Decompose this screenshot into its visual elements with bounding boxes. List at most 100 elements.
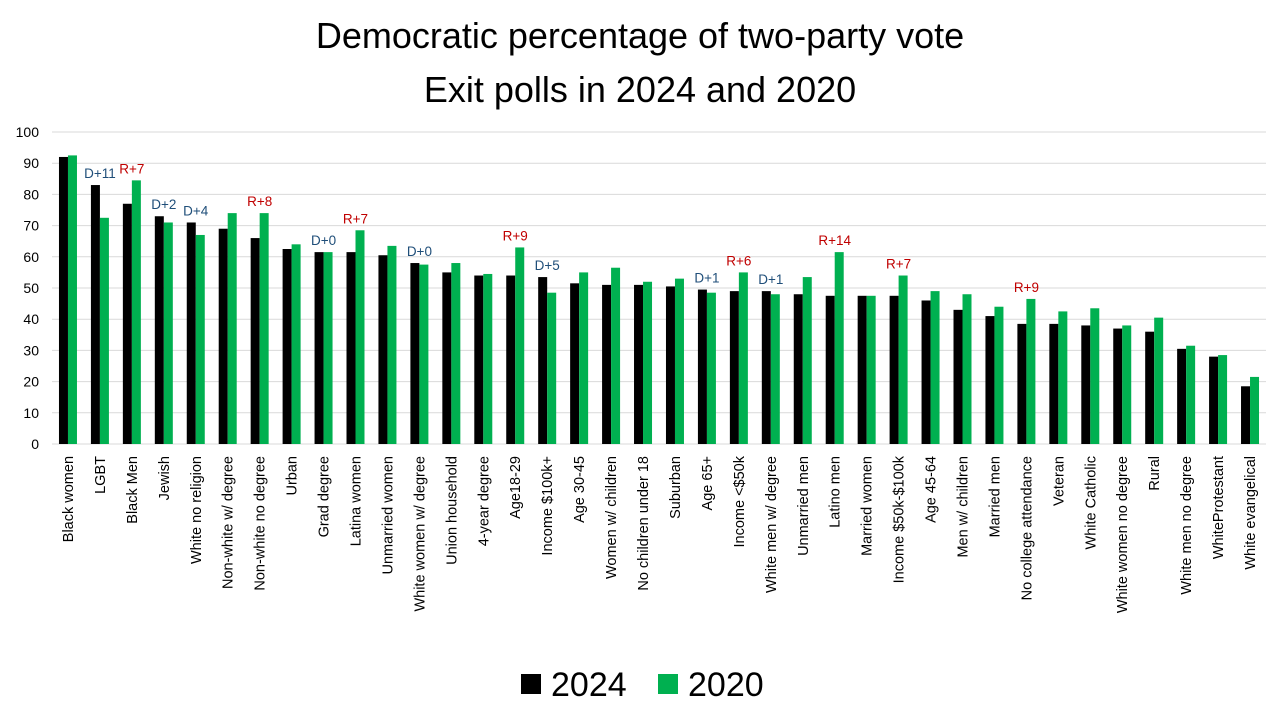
annotation-label: D+11 xyxy=(84,166,116,181)
bar-2024 xyxy=(154,216,164,444)
y-tick-label: 50 xyxy=(23,280,39,296)
bar-2020 xyxy=(579,272,589,444)
annotation-label: D+1 xyxy=(758,272,783,287)
bar-2020 xyxy=(962,294,972,444)
bar-2024 xyxy=(314,252,324,444)
bar-2020 xyxy=(195,234,205,444)
bar-2024 xyxy=(825,295,835,444)
bar-2020 xyxy=(930,291,940,444)
bar-2020 xyxy=(611,267,621,444)
bar-2024 xyxy=(697,289,707,444)
x-tick-label: Income $100k+ xyxy=(540,456,556,556)
annotation-label: R+7 xyxy=(343,211,368,226)
bar-2020 xyxy=(738,272,748,444)
x-tick-label: Unmarried women xyxy=(380,456,396,574)
bar-2020 xyxy=(515,247,525,444)
annotation-label: R+8 xyxy=(247,194,272,209)
x-tick-label: No college attendance xyxy=(1019,456,1035,600)
x-tick-label: Urban xyxy=(285,456,301,496)
x-tick-label: Rural xyxy=(1147,456,1163,491)
y-tick-label: 80 xyxy=(23,186,39,202)
bar-2024 xyxy=(122,203,132,444)
y-tick-label: 30 xyxy=(23,342,39,358)
bar-2020 xyxy=(547,292,557,444)
bar-2020 xyxy=(674,278,684,444)
bar-2020 xyxy=(1250,376,1260,444)
annotation-label: R+7 xyxy=(886,257,911,272)
bar-2020 xyxy=(898,275,908,444)
x-tick-label: Non-white w/ degree xyxy=(221,456,237,589)
y-tick-label: 90 xyxy=(23,155,39,171)
bar-2020 xyxy=(483,273,493,444)
bar-2024 xyxy=(58,156,68,444)
chart-title: Democratic percentage of two-party vote … xyxy=(316,15,964,110)
annotation-label: R+9 xyxy=(1014,280,1039,295)
bar-2024 xyxy=(218,228,228,444)
bar-2024 xyxy=(793,294,803,444)
bar-2020 xyxy=(163,222,173,444)
bar-2024 xyxy=(442,272,452,444)
x-tick-label: White evangelical xyxy=(1243,456,1259,570)
x-tick-label: White no religion xyxy=(189,456,205,564)
annotations: D+11 R+7D+2 D+4R+8D+0R+7D+0R+9D+5D+1R+6D+1… xyxy=(84,161,1039,295)
annotation-label: D+0 xyxy=(311,233,336,248)
legend-label-2020: 2020 xyxy=(688,666,764,704)
annotation-label: R+6 xyxy=(726,253,751,268)
x-tick-label: Union household xyxy=(444,456,460,565)
bar-2024 xyxy=(1241,386,1251,444)
bar-2024 xyxy=(761,291,771,444)
bar-2024 xyxy=(1081,325,1091,444)
legend-swatch-2020 xyxy=(658,674,678,694)
bar-2024 xyxy=(346,252,356,444)
x-tick-label: Age 65+ xyxy=(700,456,716,510)
bar-2024 xyxy=(1209,356,1219,444)
x-tick-label: White men no degree xyxy=(1179,456,1195,595)
x-axis-ticks: Black women LGBT Black Men Jewish White no r… xyxy=(61,455,1259,613)
y-tick-label: 70 xyxy=(23,218,39,234)
bar-2020 xyxy=(994,306,1004,444)
x-tick-label: Latino men xyxy=(828,456,844,528)
x-tick-label: 4-year degree xyxy=(476,456,492,546)
bar-2020 xyxy=(706,292,716,444)
x-tick-label: White women w/ degree xyxy=(412,456,428,612)
bar-2020 xyxy=(802,277,812,444)
y-axis-ticks: 0 10 20 30 40 50 60 70 80 90 100 xyxy=(16,124,40,452)
x-tick-label: Age 45-64 xyxy=(924,456,940,523)
x-tick-label: Income $50k-$100k xyxy=(892,455,908,583)
bar-2020 xyxy=(1026,298,1036,444)
bar-2024 xyxy=(1049,323,1059,444)
bar-2020 xyxy=(355,230,365,444)
bar-2020 xyxy=(1218,355,1228,444)
x-tick-label: Married men xyxy=(987,456,1003,537)
bar-2020 xyxy=(834,252,844,444)
bar-2020 xyxy=(227,213,237,444)
bar-2020 xyxy=(1058,311,1068,444)
annotation-label: R+9 xyxy=(503,228,528,243)
bar-2024 xyxy=(1145,331,1155,444)
bar-2024 xyxy=(985,316,995,444)
bar-2020 xyxy=(451,263,461,444)
annotation-label: D+0 xyxy=(407,244,432,259)
bar-2020 xyxy=(259,213,269,444)
bar-2024 xyxy=(921,300,931,444)
bar-2024 xyxy=(857,295,867,444)
bar-2020 xyxy=(99,217,109,444)
y-tick-label: 60 xyxy=(23,249,39,265)
y-tick-label: 40 xyxy=(23,311,39,327)
bar-2024 xyxy=(602,284,612,444)
bar-2024 xyxy=(506,275,516,444)
x-tick-label: LGBT xyxy=(93,456,109,494)
bars xyxy=(58,155,1260,445)
annotation-label: D+1 xyxy=(694,271,719,286)
x-tick-label: White men w/ degree xyxy=(764,456,780,593)
chart-title-line-2: Exit polls in 2024 and 2020 xyxy=(424,69,856,110)
bar-2020 xyxy=(1186,345,1196,444)
x-tick-label: WhiteProtestant xyxy=(1211,456,1227,559)
bar-2024 xyxy=(665,286,675,444)
bar-2024 xyxy=(378,255,388,444)
x-tick-label: Age 30-45 xyxy=(572,456,588,523)
bar-2020 xyxy=(643,281,653,444)
x-tick-label: Black women xyxy=(61,456,77,542)
legend-label-2024: 2024 xyxy=(551,666,627,704)
